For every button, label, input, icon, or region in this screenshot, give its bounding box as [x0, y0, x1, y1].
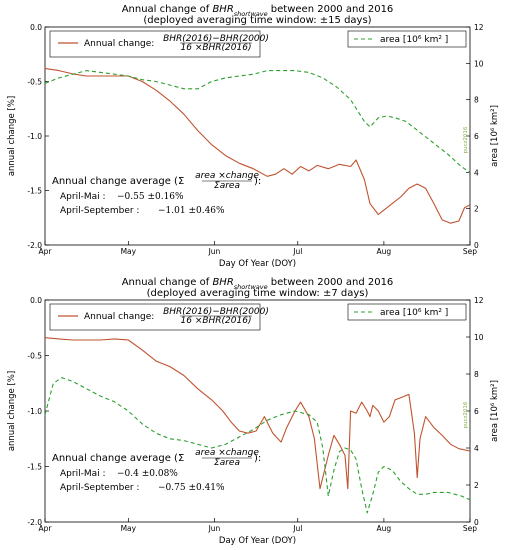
legend-label-annual-change: Annual change:	[84, 39, 154, 49]
legend-label-area: area [10⁶ km² ]	[380, 35, 448, 45]
y-axis-label: annual change [%]	[7, 96, 17, 176]
legend-box-right	[347, 30, 467, 48]
annual-change-series-line	[44, 67, 471, 224]
x-tick-label: Apr	[39, 524, 53, 533]
y2-tick-label: 6	[474, 407, 479, 416]
legend-fraction-denominator: 16 ×BHR(2016)	[181, 316, 252, 326]
x-tick-label: Jun	[208, 524, 221, 533]
legend-label-annual-change: Annual change:	[84, 312, 154, 322]
y2-tick-label: 10	[474, 59, 484, 68]
x-axis-label: Day Of Year (DOY)	[219, 259, 296, 269]
y2-tick-label: 4	[474, 444, 479, 453]
annotation-fraction-denominator: Σarea	[214, 458, 240, 468]
y-tick-label: -1.0	[27, 407, 42, 416]
annotation-april-mai-label: April-Mai :	[60, 469, 106, 479]
title-part-title-base: Annual change of	[122, 277, 213, 288]
y-tick-label: -0.5	[27, 352, 42, 361]
legend-fraction-numerator: BHR(2016)−BHR(2000)	[163, 34, 269, 44]
annotation-heading-tail: ):	[254, 453, 261, 464]
y2-tick-label: 4	[474, 168, 479, 177]
y2-tick-label: 12	[474, 23, 484, 32]
annotation-heading: Annual change average (Σ	[52, 453, 184, 464]
y2-tick-label: 0	[474, 518, 479, 527]
annotation-heading-tail: ):	[254, 176, 261, 187]
x-tick-label: Jul	[292, 247, 302, 256]
annotation-heading-text: Annual change average (Σ	[52, 453, 184, 464]
chart-subtitle-1: (deployed averaging time window: ±15 day…	[143, 15, 371, 26]
x-axis-label: Day Of Year (DOY)	[219, 536, 296, 546]
y-tick-label: -1.5	[27, 463, 42, 472]
right-note: pucz2016	[463, 126, 469, 153]
annotation-april-mai-value: −0.55 ±0.16%	[117, 192, 184, 202]
x-tick-label: Aug	[377, 247, 392, 256]
title-part-title-base: Annual change of	[122, 4, 213, 15]
title-part-title-var: BHR	[212, 4, 233, 15]
y-tick-label: -2.0	[27, 518, 42, 527]
annotation-april-september-value: −0.75 ±0.41%	[158, 483, 225, 493]
y-tick-label: -1.5	[27, 187, 42, 196]
x-tick-label: Jul	[292, 524, 302, 533]
chart-title-1: Annual change of BHRshortwave between 20…	[122, 4, 394, 18]
annotation-april-mai-label: April-Mai :	[60, 192, 106, 202]
x-tick-label: Jun	[208, 247, 221, 256]
x-tick-label: Sep	[463, 524, 477, 533]
chart-title-2: Annual change of BHRshortwave between 20…	[122, 277, 394, 291]
y2-tick-label: 6	[474, 132, 479, 141]
y-axis-label: annual change [%]	[7, 371, 17, 451]
y2-tick-label: 8	[474, 96, 479, 105]
area-series-line	[44, 70, 471, 173]
y-tick-label: 0.0	[30, 296, 42, 305]
title-part-title-sub: shortwave	[234, 283, 268, 291]
annotation-april-mai-value: −0.4 ±0.08%	[117, 469, 178, 479]
annual-change-series-line	[44, 337, 471, 490]
annotation-fraction-numerator: area ×change	[195, 448, 259, 458]
title-part-title-tail: between 2000 and 2016	[268, 4, 394, 15]
legend-box-left	[49, 303, 261, 331]
y2-tick-label: 10	[474, 333, 484, 342]
legend-label-area: area [10⁶ km² ]	[380, 308, 448, 318]
legend-box-left	[49, 30, 261, 58]
y-tick-label: -2.0	[27, 241, 42, 250]
annotation-april-september-label: April-September :	[60, 483, 139, 493]
legend-fraction-numerator: BHR(2016)−BHR(2000)	[163, 307, 269, 317]
y-tick-label: -0.5	[27, 78, 42, 87]
x-tick-label: May	[121, 524, 137, 533]
x-tick-label: May	[121, 247, 137, 256]
annotation-fraction-denominator: Σarea	[214, 181, 240, 191]
title-part-title-var: BHR	[212, 277, 233, 288]
legend-box-right	[347, 303, 467, 321]
x-tick-label: Sep	[463, 247, 477, 256]
y-tick-label: 0.0	[30, 23, 42, 32]
x-tick-label: Apr	[39, 247, 53, 256]
y2-axis-label: area [10⁶ km²]	[490, 105, 500, 167]
right-note: pucz2016	[463, 401, 469, 428]
legend-fraction-denominator: 16 ×BHR(2016)	[181, 43, 252, 53]
y2-tick-label: 8	[474, 370, 479, 379]
y2-tick-label: 0	[474, 241, 479, 250]
y2-tick-label: 2	[474, 205, 479, 214]
annotation-april-september-label: April-September :	[60, 206, 139, 216]
annotation-april-september-value: −1.01 ±0.46%	[158, 206, 225, 216]
y-tick-label: -1.0	[27, 132, 42, 141]
annotation-heading-text: Annual change average (Σ	[52, 176, 184, 187]
annotation-heading: Annual change average (Σ	[52, 176, 184, 187]
x-tick-label: Aug	[377, 524, 392, 533]
title-part-title-sub: shortwave	[234, 10, 268, 18]
y2-tick-label: 2	[474, 481, 479, 490]
y2-tick-label: 12	[474, 296, 484, 305]
annotation-fraction-numerator: area ×change	[195, 171, 259, 181]
title-part-title-tail: between 2000 and 2016	[268, 277, 394, 288]
y2-axis-label: area [10⁶ km²]	[490, 380, 500, 442]
chart-subtitle-2: (deployed averaging time window: ±7 days…	[147, 288, 369, 299]
